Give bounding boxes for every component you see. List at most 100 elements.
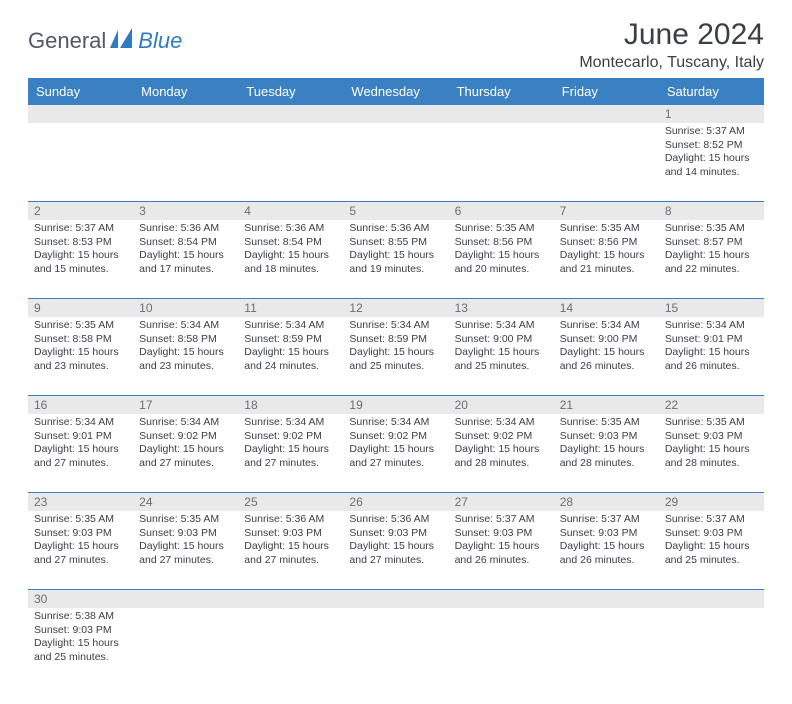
day-cell-body: Sunrise: 5:35 AMSunset: 8:56 PMDaylight:… bbox=[554, 220, 659, 281]
day-number-cell: 14 bbox=[554, 299, 659, 318]
sunrise-text: Sunrise: 5:34 AM bbox=[139, 416, 232, 430]
sunrise-text: Sunrise: 5:34 AM bbox=[349, 319, 442, 333]
day-number-cell: 7 bbox=[554, 202, 659, 221]
day-number-cell: 13 bbox=[449, 299, 554, 318]
sunrise-text: Sunrise: 5:34 AM bbox=[665, 319, 758, 333]
day-number-cell: 1 bbox=[659, 105, 764, 123]
day-cell-body: Sunrise: 5:37 AMSunset: 9:03 PMDaylight:… bbox=[554, 511, 659, 572]
day-number-cell: 11 bbox=[238, 299, 343, 318]
daylight-text: Daylight: 15 hours and 23 minutes. bbox=[139, 346, 232, 373]
day-number: 9 bbox=[28, 299, 133, 317]
sunrise-text: Sunrise: 5:34 AM bbox=[349, 416, 442, 430]
sunrise-text: Sunrise: 5:35 AM bbox=[665, 222, 758, 236]
sunrise-text: Sunrise: 5:34 AM bbox=[139, 319, 232, 333]
day-cell bbox=[238, 608, 343, 686]
day-number-cell: 4 bbox=[238, 202, 343, 221]
sunrise-text: Sunrise: 5:37 AM bbox=[34, 222, 127, 236]
header: General Blue June 2024 Montecarlo, Tusca… bbox=[28, 18, 764, 72]
week-daynum-row: 16171819202122 bbox=[28, 396, 764, 415]
sunset-text: Sunset: 9:02 PM bbox=[349, 430, 442, 444]
sunrise-text: Sunrise: 5:37 AM bbox=[665, 513, 758, 527]
logo-text-a: General bbox=[28, 28, 106, 54]
day-cell: Sunrise: 5:34 AMSunset: 9:00 PMDaylight:… bbox=[554, 317, 659, 396]
sunset-text: Sunset: 9:03 PM bbox=[560, 430, 653, 444]
daylight-text: Daylight: 15 hours and 27 minutes. bbox=[349, 540, 442, 567]
daylight-text: Daylight: 15 hours and 25 minutes. bbox=[665, 540, 758, 567]
day-cell: Sunrise: 5:37 AMSunset: 9:03 PMDaylight:… bbox=[554, 511, 659, 590]
day-cell bbox=[554, 608, 659, 686]
sunset-text: Sunset: 9:03 PM bbox=[665, 527, 758, 541]
day-number: 30 bbox=[28, 590, 133, 608]
day-cell-body: Sunrise: 5:35 AMSunset: 9:03 PMDaylight:… bbox=[659, 414, 764, 475]
day-number: 7 bbox=[554, 202, 659, 220]
day-number: 15 bbox=[659, 299, 764, 317]
day-cell-body: Sunrise: 5:37 AMSunset: 9:03 PMDaylight:… bbox=[449, 511, 554, 572]
day-number: 2 bbox=[28, 202, 133, 220]
daylight-text: Daylight: 15 hours and 22 minutes. bbox=[665, 249, 758, 276]
sunrise-text: Sunrise: 5:35 AM bbox=[455, 222, 548, 236]
day-number: 16 bbox=[28, 396, 133, 414]
day-number-cell: 6 bbox=[449, 202, 554, 221]
day-number-cell: 5 bbox=[343, 202, 448, 221]
location-text: Montecarlo, Tuscany, Italy bbox=[579, 54, 764, 72]
sunset-text: Sunset: 9:01 PM bbox=[34, 430, 127, 444]
day-cell-body: Sunrise: 5:34 AMSunset: 8:58 PMDaylight:… bbox=[133, 317, 238, 378]
sunset-text: Sunset: 9:00 PM bbox=[455, 333, 548, 347]
day-number-cell bbox=[133, 590, 238, 609]
day-number-cell: 22 bbox=[659, 396, 764, 415]
day-cell: Sunrise: 5:34 AMSunset: 9:02 PMDaylight:… bbox=[238, 414, 343, 493]
day-cell: Sunrise: 5:35 AMSunset: 8:57 PMDaylight:… bbox=[659, 220, 764, 299]
day-cell: Sunrise: 5:35 AMSunset: 9:03 PMDaylight:… bbox=[28, 511, 133, 590]
daylight-text: Daylight: 15 hours and 21 minutes. bbox=[560, 249, 653, 276]
daylight-text: Daylight: 15 hours and 28 minutes. bbox=[455, 443, 548, 470]
sunset-text: Sunset: 9:03 PM bbox=[560, 527, 653, 541]
day-cell-body: Sunrise: 5:34 AMSunset: 9:00 PMDaylight:… bbox=[449, 317, 554, 378]
day-cell: Sunrise: 5:34 AMSunset: 9:02 PMDaylight:… bbox=[133, 414, 238, 493]
day-header: Thursday bbox=[449, 78, 554, 105]
day-number-cell: 24 bbox=[133, 493, 238, 512]
daylight-text: Daylight: 15 hours and 25 minutes. bbox=[349, 346, 442, 373]
logo-text-b: Blue bbox=[138, 28, 182, 54]
sunrise-text: Sunrise: 5:37 AM bbox=[665, 125, 758, 139]
sunrise-text: Sunrise: 5:34 AM bbox=[455, 319, 548, 333]
daylight-text: Daylight: 15 hours and 26 minutes. bbox=[560, 540, 653, 567]
day-number: 10 bbox=[133, 299, 238, 317]
week-body-row: Sunrise: 5:34 AM Sunset: 9:01 PM Daylight:… bbox=[28, 414, 764, 493]
daylight-text: Daylight: 15 hours and 26 minutes. bbox=[560, 346, 653, 373]
day-cell: Sunrise: 5:37 AMSunset: 9:03 PMDaylight:… bbox=[449, 511, 554, 590]
day-cell-body: Sunrise: 5:34 AMSunset: 9:02 PMDaylight:… bbox=[133, 414, 238, 475]
sunrise-text: Sunrise: 5:36 AM bbox=[244, 222, 337, 236]
day-cell-body: Sunrise: 5:37 AMSunset: 8:53 PMDaylight:… bbox=[28, 220, 133, 281]
day-cell bbox=[238, 123, 343, 202]
day-number-cell: 16 bbox=[28, 396, 133, 415]
day-number-cell: 30 bbox=[28, 590, 133, 609]
day-cell-body: Sunrise: 5:35 AMSunset: 8:58 PMDaylight:… bbox=[28, 317, 133, 378]
week-daynum-row: 9101112131415 bbox=[28, 299, 764, 318]
day-number-cell bbox=[343, 105, 448, 123]
day-cell-body: Sunrise: 5:35 AMSunset: 9:03 PMDaylight:… bbox=[28, 511, 133, 572]
day-number-cell: 12 bbox=[343, 299, 448, 318]
sunset-text: Sunset: 9:02 PM bbox=[244, 430, 337, 444]
day-header: Saturday bbox=[659, 78, 764, 105]
day-cell bbox=[449, 123, 554, 202]
day-number: 4 bbox=[238, 202, 343, 220]
sunrise-text: Sunrise: 5:34 AM bbox=[244, 319, 337, 333]
day-cell-body: Sunrise: 5:37 AMSunset: 9:03 PMDaylight:… bbox=[659, 511, 764, 572]
sunset-text: Sunset: 8:56 PM bbox=[455, 236, 548, 250]
day-cell: Sunrise: 5:38 AMSunset: 9:03 PMDaylight:… bbox=[28, 608, 133, 686]
day-number: 29 bbox=[659, 493, 764, 511]
day-number-cell bbox=[343, 590, 448, 609]
day-number-cell: 10 bbox=[133, 299, 238, 318]
sunset-text: Sunset: 8:54 PM bbox=[139, 236, 232, 250]
day-number: 22 bbox=[659, 396, 764, 414]
day-number-cell: 8 bbox=[659, 202, 764, 221]
day-cell bbox=[343, 123, 448, 202]
day-cell: Sunrise: 5:37 AMSunset: 9:03 PMDaylight:… bbox=[659, 511, 764, 590]
daylight-text: Daylight: 15 hours and 27 minutes. bbox=[139, 540, 232, 567]
sunset-text: Sunset: 9:03 PM bbox=[455, 527, 548, 541]
sunset-text: Sunset: 9:02 PM bbox=[139, 430, 232, 444]
day-cell-body: Sunrise: 5:34 AMSunset: 9:02 PMDaylight:… bbox=[238, 414, 343, 475]
logo: General Blue bbox=[28, 28, 182, 54]
day-number: 12 bbox=[343, 299, 448, 317]
day-header: Friday bbox=[554, 78, 659, 105]
